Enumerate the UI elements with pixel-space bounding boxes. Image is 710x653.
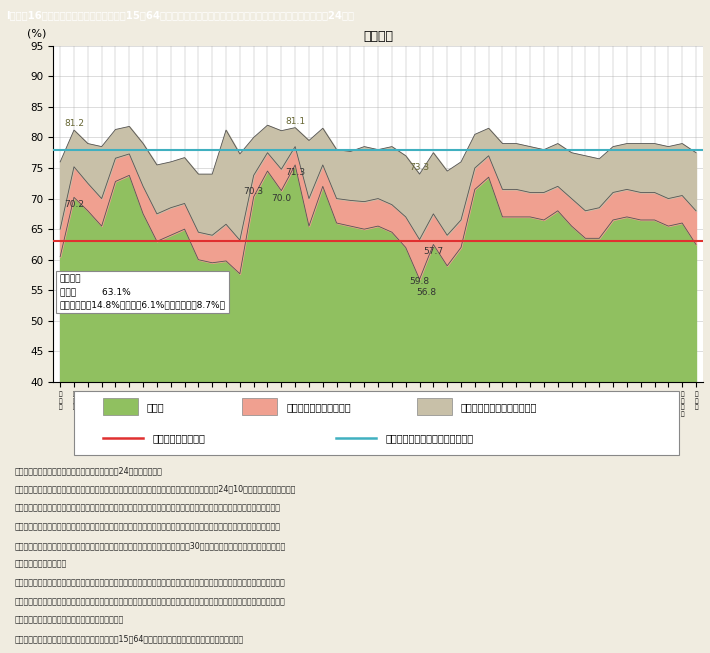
Text: 全国平均
有業者         63.1%
就業希望者　14.8%（求職者6.1%　求職者以外8.7%）: 全国平均 有業者 63.1% 就業希望者 14.8%（求職者6.1% 求職者以外… bbox=[60, 274, 226, 310]
Text: の者を「求職者以外」に分類している。: の者を「求職者以外」に分類している。 bbox=[14, 616, 124, 625]
Text: 有業率＋就業希望率（全国平均）: 有業率＋就業希望率（全国平均） bbox=[385, 434, 473, 443]
Text: 81.2: 81.2 bbox=[64, 119, 84, 128]
Bar bbox=[103, 398, 138, 415]
FancyBboxPatch shape bbox=[74, 390, 679, 455]
Text: 就業希望者のうち求職者: 就業希望者のうち求職者 bbox=[286, 402, 351, 411]
Text: ２．「有業者」は，ふだん収入を得ることを目的として仕事をしており，調査日（平成24年10月１日）以降もしていく: ２．「有業者」は，ふだん収入を得ることを目的として仕事をしており，調査日（平成2… bbox=[14, 485, 295, 494]
Text: 81.1: 81.1 bbox=[285, 117, 305, 126]
Title: ＜女性＞: ＜女性＞ bbox=[363, 30, 393, 43]
Text: 73.3: 73.3 bbox=[410, 163, 430, 172]
Text: 70.0: 70.0 bbox=[271, 194, 291, 202]
Text: 71.3: 71.3 bbox=[285, 168, 305, 177]
Text: (%): (%) bbox=[27, 29, 47, 39]
Text: 就業希望者のうち求職者以外: 就業希望者のうち求職者以外 bbox=[461, 402, 537, 411]
Text: だんの就業状態」がはっきり決められない場合は，おおむね，１年間に30日以上仕事をしている場合を「有業者」: だんの就業状態」がはっきり決められない場合は，おおむね，１年間に30日以上仕事を… bbox=[14, 541, 285, 550]
Text: ことになっている者及び仕事は持っているが現在は休んでいる者。家族が自家営業（個人経営の商店，工場や農家: ことになっている者及び仕事は持っているが現在は休んでいる者。家族が自家営業（個人… bbox=[14, 503, 280, 513]
Text: 有業率（全国平均）: 有業率（全国平均） bbox=[152, 434, 205, 443]
Text: ４．「有業率」及び「就業希望率」は，15～64歳人口に占める有業者及び就業希望者の割合。: ４．「有業率」及び「就業希望率」は，15～64歳人口に占める有業者及び就業希望者… bbox=[14, 634, 244, 643]
Text: 有業者: 有業者 bbox=[146, 402, 164, 411]
Bar bbox=[417, 398, 452, 415]
Bar bbox=[242, 398, 278, 415]
Text: ３．「就業希望者」は，無業者（ふだん全く仕事をしていない者及び臨時的にしか仕事をしていない者）のうち就業希: ３．「就業希望者」は，無業者（ふだん全く仕事をしていない者及び臨時的にしか仕事を… bbox=[14, 579, 285, 587]
Text: 56.8: 56.8 bbox=[416, 289, 437, 298]
Text: 望のある者。さらに，「就業希望者」について，実際に仕事を探したり，準備をしている者を「求職者」，それ以外: 望のある者。さらに，「就業希望者」について，実際に仕事を探したり，準備をしている… bbox=[14, 597, 285, 606]
Text: 59.8: 59.8 bbox=[410, 278, 430, 287]
Text: 等）に従事した場合は，その家族が無給であっても，自家の収入を得る目的で仕事をしたことになる。また，「ふ: 等）に従事した場合は，その家族が無給であっても，自家の収入を得る目的で仕事をした… bbox=[14, 522, 280, 531]
Text: 70.3: 70.3 bbox=[244, 187, 263, 195]
Text: （備考）１．総務省「就業構造基本調査」（平成24年）より作成。: （備考）１．総務省「就業構造基本調査」（平成24年）より作成。 bbox=[14, 466, 162, 475]
Text: 57.7: 57.7 bbox=[423, 247, 444, 257]
Text: としている。: としている。 bbox=[14, 560, 66, 569]
Text: 70.2: 70.2 bbox=[64, 200, 84, 210]
Text: I－特－16図　都道府県別生産年齢人口（15～64歳人口）に占める有業者及び就業希望者の割合（男女別，平成24年）: I－特－16図 都道府県別生産年齢人口（15～64歳人口）に占める有業者及び就業… bbox=[6, 10, 354, 20]
